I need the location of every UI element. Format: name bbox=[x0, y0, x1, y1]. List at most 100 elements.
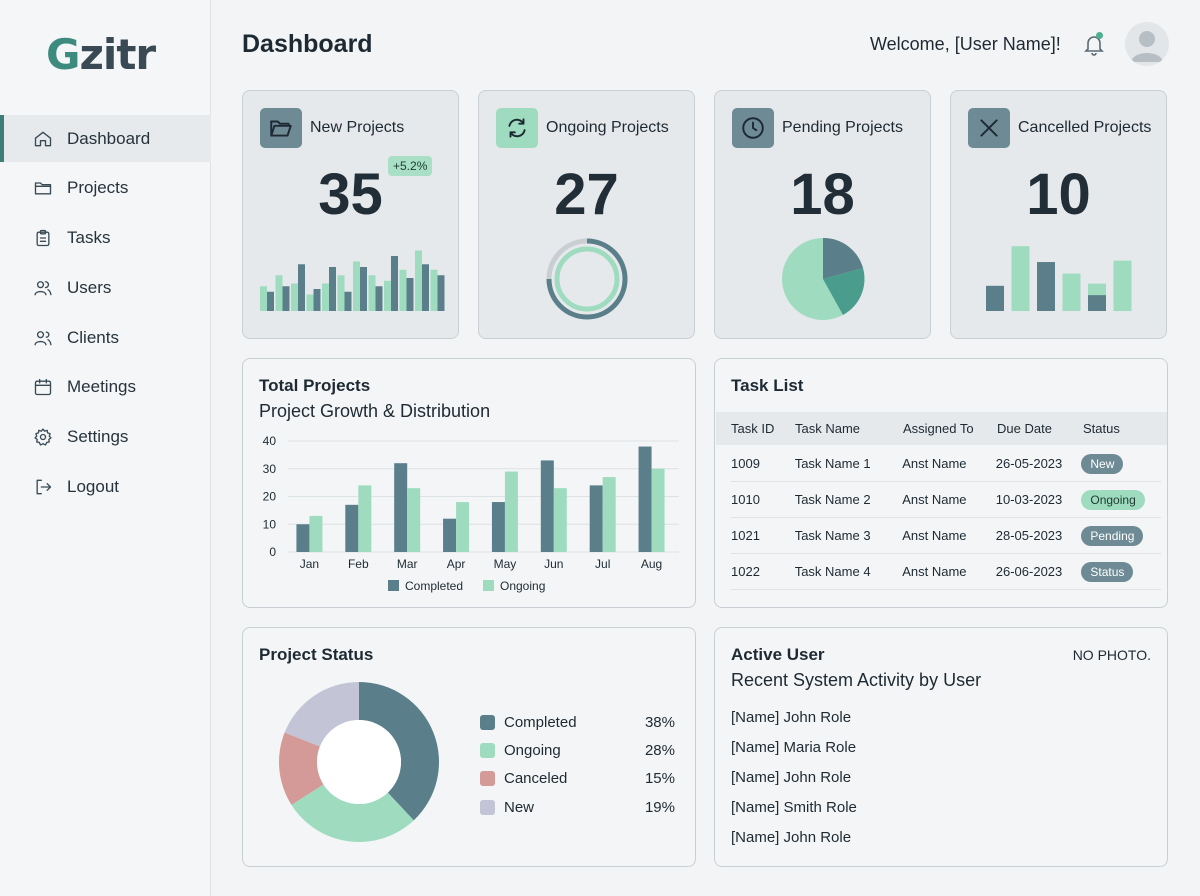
spark-bar bbox=[368, 275, 376, 311]
activity-item[interactable]: [Name] John Role bbox=[731, 829, 852, 846]
task-assignee: Anst Name bbox=[902, 492, 967, 507]
gear-icon bbox=[32, 426, 54, 448]
stat-card-ongoing-projects[interactable]: Ongoing Projects 27 bbox=[478, 90, 695, 339]
bar-completed bbox=[394, 463, 408, 552]
table-row[interactable]: 1010 Task Name 2 Anst Name 10-03-2023 On… bbox=[731, 482, 1161, 518]
sidebar-item-users[interactable]: Users bbox=[0, 264, 211, 311]
donut-slice-completed bbox=[359, 682, 439, 821]
spark-bar bbox=[322, 283, 329, 311]
project-status-panel: Project Status Completed 38% Ongoing 28%… bbox=[242, 627, 696, 867]
x-tick-label: May bbox=[494, 557, 517, 571]
x-tick-label: Jan bbox=[300, 557, 319, 571]
spark-bar bbox=[306, 294, 314, 311]
task-name: Task Name 3 bbox=[794, 528, 871, 543]
x-tick-label: Apr bbox=[447, 557, 466, 571]
sidebar-item-label: Tasks bbox=[67, 228, 111, 248]
activity-item[interactable]: [Name] Smith Role bbox=[731, 799, 857, 816]
bar-completed bbox=[491, 502, 505, 552]
activity-item[interactable]: [Name] Maria Role bbox=[731, 739, 857, 756]
task-id: 1021 bbox=[731, 528, 760, 543]
spark-bar bbox=[391, 256, 398, 311]
y-tick-label: 40 bbox=[263, 434, 277, 448]
table-row[interactable]: 1022 Task Name 4 Anst Name 26-06-2023 St… bbox=[731, 554, 1161, 590]
logo-wordmark: zitr bbox=[79, 29, 156, 79]
spark-bar bbox=[329, 267, 336, 311]
bar-ongoing bbox=[504, 471, 518, 552]
active-user-panel: Active User Recent System Activity by Us… bbox=[714, 627, 1168, 867]
column-header-assigned-to[interactable]: Assigned To bbox=[903, 421, 974, 436]
new-projects-sparkbars bbox=[260, 250, 445, 311]
bar-ongoing bbox=[553, 488, 567, 552]
column-header-task-name[interactable]: Task Name bbox=[795, 421, 861, 436]
sidebar-item-dashboard[interactable]: Dashboard bbox=[0, 115, 211, 162]
stat-card-cancelled-projects[interactable]: Cancelled Projects 10 bbox=[950, 90, 1167, 339]
bar-completed bbox=[443, 518, 457, 552]
table-row[interactable]: 1009 Task Name 1 Anst Name 26-05-2023 Ne… bbox=[731, 446, 1161, 482]
sidebar-item-label: Logout bbox=[67, 477, 119, 497]
task-due-date: 10-03-2023 bbox=[995, 492, 1063, 507]
bar-completed bbox=[345, 504, 359, 552]
x-tick-label: Jun bbox=[544, 557, 563, 571]
column-header-task-id[interactable]: Task ID bbox=[731, 421, 775, 436]
clock-icon bbox=[732, 108, 774, 148]
stat-card-new-projects[interactable]: New Projects 35 +5.2% bbox=[242, 90, 459, 339]
legend-label: Completed bbox=[504, 713, 577, 731]
column-header-status[interactable]: Status bbox=[1083, 421, 1120, 436]
spark-bar bbox=[986, 285, 1004, 311]
legend-item-completed: Completed 38% bbox=[480, 708, 675, 736]
stat-card-pending-projects[interactable]: Pending Projects 18 bbox=[714, 90, 931, 339]
task-due-date: 26-05-2023 bbox=[995, 456, 1063, 471]
sidebar-item-label: Projects bbox=[67, 178, 129, 198]
sidebar-item-tasks[interactable]: Tasks bbox=[0, 215, 211, 262]
stat-label: New Projects bbox=[310, 119, 405, 136]
sidebar-item-projects[interactable]: Projects bbox=[0, 165, 211, 212]
spark-bar bbox=[375, 286, 383, 311]
spark-bar bbox=[1113, 260, 1132, 311]
sidebar-item-label: Users bbox=[67, 277, 112, 297]
logout-icon bbox=[32, 476, 54, 498]
activity-item[interactable]: [Name] John Role bbox=[731, 769, 852, 786]
legend-percent: 15% bbox=[644, 770, 675, 788]
bar-ongoing bbox=[602, 477, 616, 552]
total-projects-bar-chart: 0 10 20 30 40 Jan Feb Mar Apr May Jun Jul Aug Complet… bbox=[263, 434, 679, 593]
task-due-date: 26-06-2023 bbox=[995, 564, 1063, 579]
home-icon bbox=[32, 128, 54, 150]
task-id: 1009 bbox=[731, 456, 760, 471]
legend-label: New bbox=[504, 798, 535, 816]
calendar-icon bbox=[32, 376, 54, 398]
bar-ongoing bbox=[407, 488, 421, 552]
status-badge: Ongoing bbox=[1081, 489, 1145, 510]
welcome-message: Welcome, [User Name]! bbox=[870, 34, 1061, 54]
x-tick-label: Aug bbox=[641, 557, 662, 571]
notification-bell-icon[interactable] bbox=[1082, 32, 1106, 58]
bar-completed bbox=[540, 460, 554, 552]
sidebar-item-meetings[interactable]: Meetings bbox=[0, 364, 211, 411]
sidebar-item-clients[interactable]: Clients bbox=[0, 314, 211, 361]
activity-item[interactable]: [Name] John Role bbox=[731, 709, 852, 726]
legend-item-canceled: Canceled 15% bbox=[480, 765, 675, 793]
x-tick-label: Feb bbox=[348, 557, 369, 571]
stat-value: 27 bbox=[554, 162, 619, 227]
user-avatar[interactable] bbox=[1125, 22, 1169, 66]
spark-bar bbox=[282, 286, 290, 311]
legend-label: Ongoing bbox=[500, 579, 545, 593]
table-row[interactable]: 1021 Task Name 3 Anst Name 28-05-2023 Pe… bbox=[731, 518, 1161, 554]
spark-bar bbox=[360, 267, 367, 311]
spark-bar bbox=[298, 264, 305, 311]
sidebar-item-settings[interactable]: Settings bbox=[0, 414, 211, 461]
bar-completed bbox=[296, 524, 310, 552]
status-badge: Status bbox=[1081, 561, 1134, 582]
clipboard-icon bbox=[32, 227, 54, 249]
y-tick-label: 20 bbox=[263, 490, 277, 504]
task-name: Task Name 2 bbox=[794, 492, 871, 507]
clients-icon bbox=[32, 327, 54, 349]
y-tick-label: 10 bbox=[263, 517, 277, 531]
app-logo[interactable]: Gzitr bbox=[46, 28, 176, 80]
sidebar-item-logout[interactable]: Logout bbox=[0, 464, 211, 511]
legend-swatch bbox=[483, 580, 494, 591]
legend-swatch bbox=[480, 742, 495, 758]
legend-label: Completed bbox=[405, 579, 463, 593]
users-icon bbox=[32, 277, 54, 299]
legend-swatch bbox=[480, 799, 495, 815]
column-header-due-date[interactable]: Due Date bbox=[997, 421, 1052, 436]
